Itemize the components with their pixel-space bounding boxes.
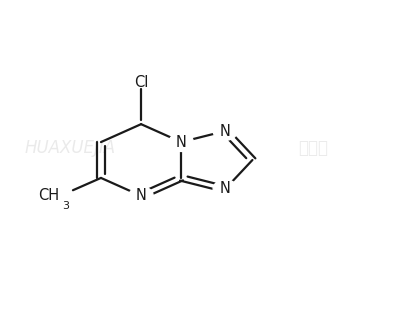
Circle shape bbox=[213, 122, 237, 140]
Circle shape bbox=[169, 133, 193, 151]
Text: 3: 3 bbox=[62, 201, 69, 211]
Circle shape bbox=[213, 180, 237, 198]
Circle shape bbox=[129, 187, 153, 205]
Text: CH: CH bbox=[38, 188, 59, 203]
Text: Cl: Cl bbox=[134, 75, 148, 90]
Text: N: N bbox=[176, 135, 187, 149]
Text: 化学加: 化学加 bbox=[298, 139, 328, 156]
Text: HUAXUEJIA: HUAXUEJIA bbox=[24, 139, 115, 156]
Text: N: N bbox=[220, 181, 231, 196]
Text: N: N bbox=[136, 188, 146, 203]
Text: N: N bbox=[220, 124, 231, 139]
